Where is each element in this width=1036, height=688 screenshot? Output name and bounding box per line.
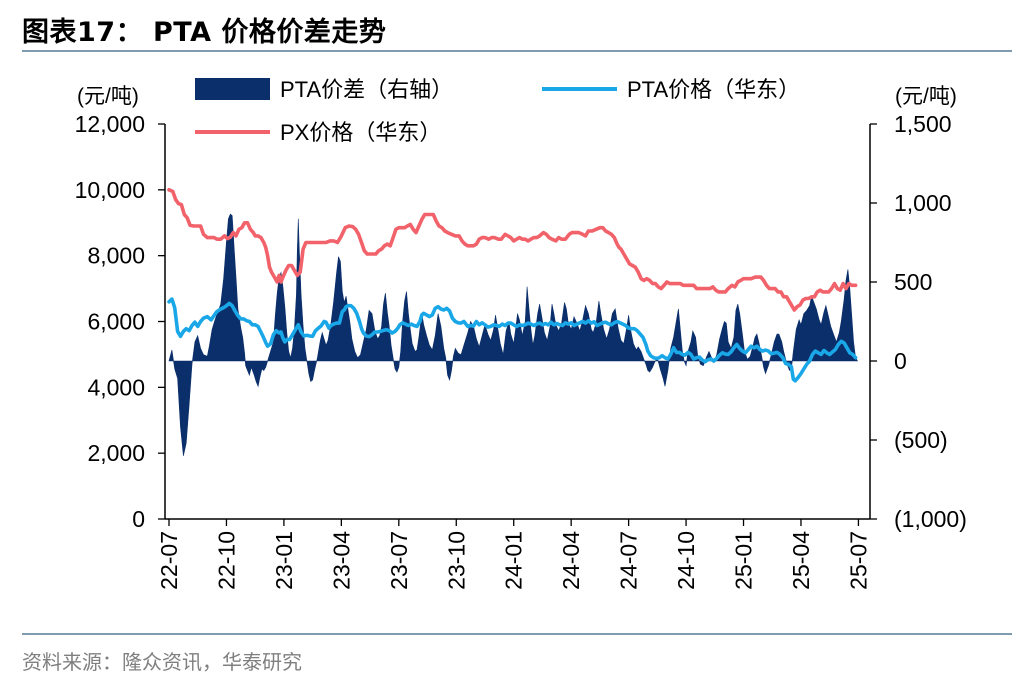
left-tick-label: 10,000 (75, 177, 145, 203)
x-tick-label: 24-04 (558, 531, 584, 590)
legend-label-pta: PTA价格（华东） (627, 77, 800, 102)
pta-price-line (167, 297, 858, 383)
left-tick-label: 0 (132, 506, 145, 532)
x-tick-label: 23-01 (271, 531, 297, 590)
legend-swatch-spread (195, 78, 270, 100)
x-tick-label: 24-01 (501, 531, 527, 590)
x-tick-label: 22-10 (213, 531, 239, 590)
left-tick-label: 2,000 (87, 440, 145, 466)
x-tick-label: 25-01 (731, 531, 757, 590)
right-tick-label: 1,000 (894, 190, 952, 216)
axes: 0 2,000 4,000 6,000 8,000 10,000 12,000 (1,000)… (75, 85, 967, 590)
left-tick-label: 12,000 (75, 111, 145, 137)
right-tick-label: (500) (894, 427, 948, 453)
x-tick-label: 22-07 (156, 531, 182, 590)
x-tick-label: 24-07 (616, 531, 642, 590)
left-tick-label: 8,000 (87, 243, 145, 269)
px-price-line (167, 188, 858, 312)
right-tick-label: 0 (894, 348, 907, 374)
top-rule (22, 50, 1012, 52)
left-tick-label: 6,000 (87, 309, 145, 335)
pta-layer (167, 297, 858, 383)
bottom-rule (22, 633, 1012, 635)
x-tick-label: 25-04 (788, 531, 814, 590)
x-tick-label: 23-04 (328, 531, 354, 590)
right-tick-label: 500 (894, 269, 932, 295)
right-tick-label: 1,500 (894, 111, 952, 137)
left-axis-unit: (元/吨) (77, 85, 139, 108)
right-tick-label: (1,000) (894, 506, 967, 532)
x-tick-label: 23-07 (386, 531, 412, 590)
legend-label-spread: PTA价差（右轴） (280, 77, 453, 102)
x-tick-label: 23-10 (443, 531, 469, 590)
x-tick-label: 24-10 (673, 531, 699, 590)
right-axis-unit: (元/吨) (895, 85, 957, 108)
source-note: 资料来源：隆众资讯，华泰研究 (22, 650, 302, 674)
left-tick-label: 4,000 (87, 374, 145, 400)
legend-label-px: PX价格（华东） (280, 120, 441, 145)
legend: PTA价差（右轴） PTA价格（华东） PX价格（华东） (195, 77, 800, 145)
figure-title: 图表17： PTA 价格价差走势 (22, 17, 387, 48)
x-tick-label: 25-07 (845, 531, 871, 590)
px-layer (167, 188, 858, 312)
